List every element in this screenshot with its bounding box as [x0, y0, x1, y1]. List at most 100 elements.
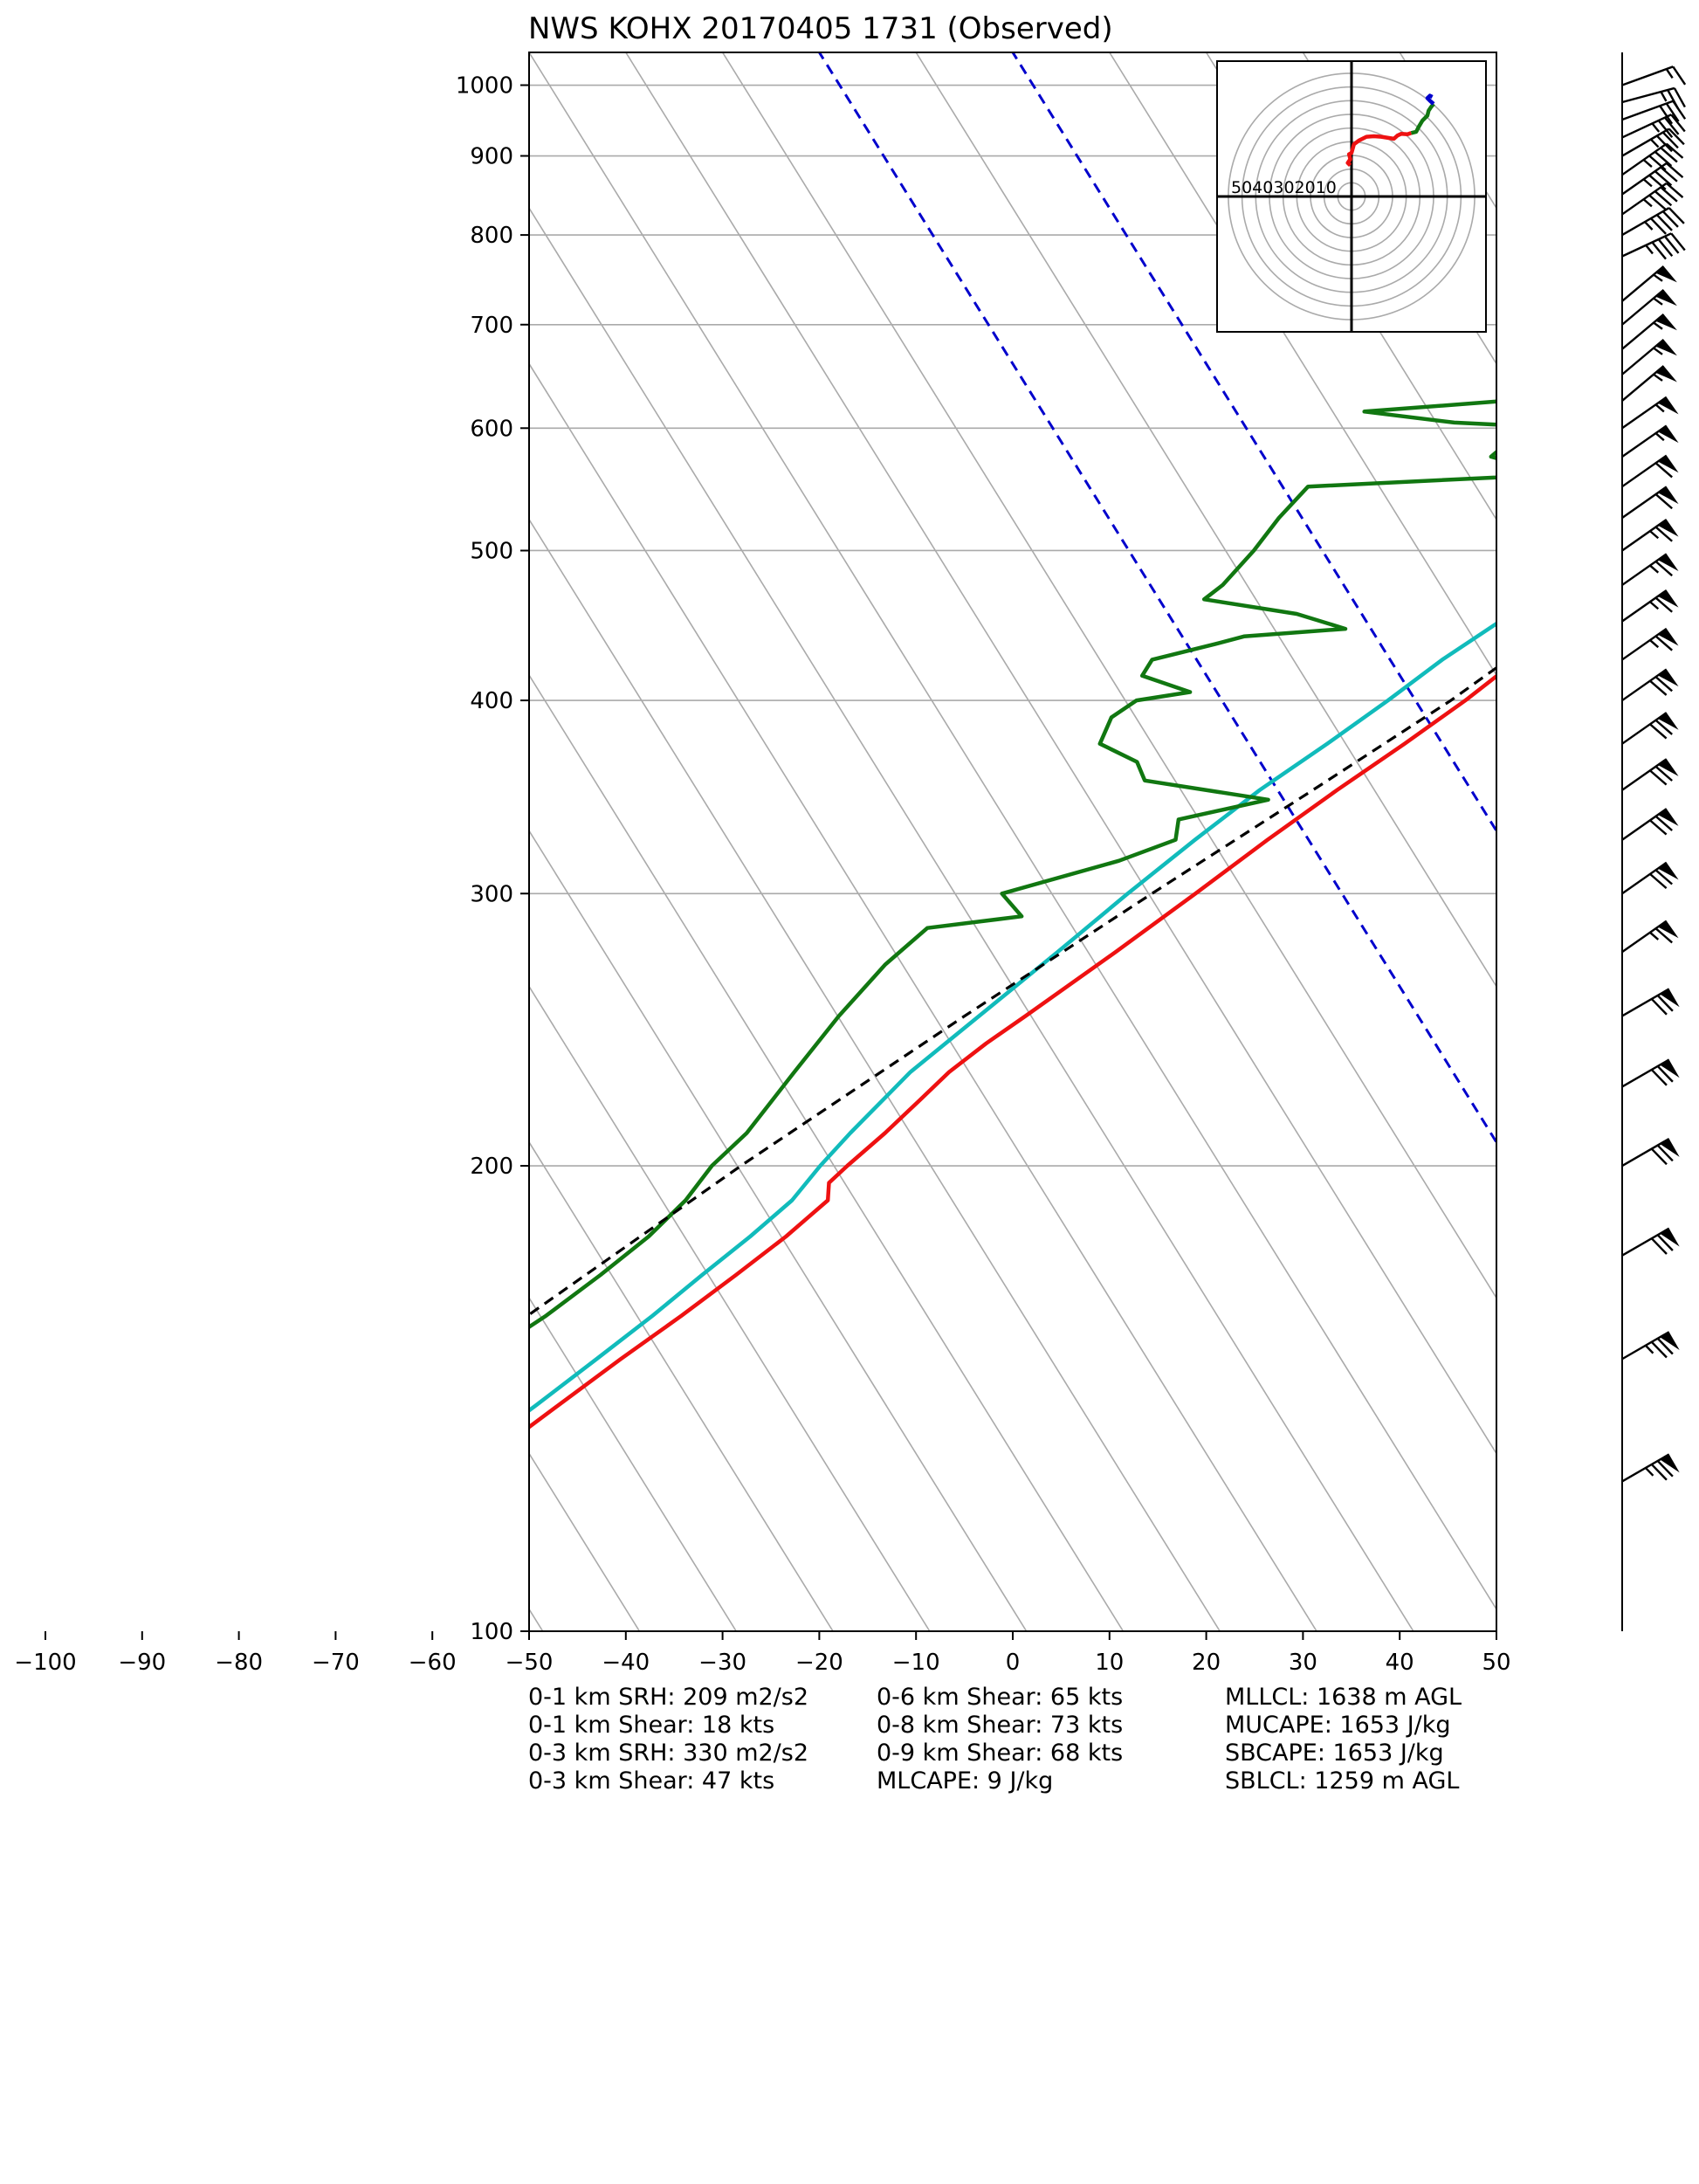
wind-barb: [1621, 589, 1679, 623]
chart-title: NWS KOHX 20170405 1731 (Observed): [528, 11, 1113, 46]
isotherm-gridline: [529, 362, 1317, 1631]
stats-column-cape-lcl: MLLCL: 1638 m AGL MUCAPE: 1653 J/kg SBCA…: [1225, 1684, 1462, 1795]
hodograph-trace-2: [1425, 93, 1435, 106]
stat-mllcl: MLLCL: 1638 m AGL: [1225, 1684, 1462, 1711]
x-tick-label: −30: [698, 1650, 746, 1676]
x-tick-label: −50: [506, 1650, 554, 1676]
wind-barb: [1621, 265, 1677, 302]
stats-column-shear: 0-1 km SRH: 209 m2/s2 0-1 km Shear: 18 k…: [528, 1684, 808, 1795]
hodograph-ring-labels: 5040302010: [1231, 178, 1337, 197]
wind-barb: [1621, 1453, 1680, 1483]
wind-barb: [1621, 142, 1684, 176]
stat-sbcape: SBCAPE: 1653 J/kg: [1225, 1740, 1444, 1767]
wind-barb: [1621, 1227, 1680, 1257]
wind-barb: [1621, 100, 1687, 125]
x-tick-label: 20: [1192, 1650, 1221, 1676]
wind-barb: [1621, 232, 1686, 260]
wind-barb: [1621, 338, 1677, 375]
y-tick-label: 100: [470, 1619, 513, 1645]
wind-barb: [1621, 114, 1686, 139]
isotherm-gridline: [529, 1608, 544, 1631]
isotherm-gridline: [529, 206, 1414, 1631]
isotherm-gridline: [625, 52, 1496, 1456]
isotherm-gridline: [529, 52, 1496, 1611]
x-tick-label: 50: [1482, 1650, 1510, 1676]
isotherm-gridline: [721, 52, 1496, 1299]
wind-barb: [1621, 627, 1679, 661]
wind-barb: [1621, 424, 1679, 458]
x-tick-label: −20: [795, 1650, 843, 1676]
x-tick-label: −80: [215, 1650, 263, 1676]
wind-barb: [1621, 182, 1684, 216]
stat-shear-0-8km: 0-8 km Shear: 73 kts: [877, 1712, 1124, 1739]
isotherm-gridline: [529, 985, 931, 1631]
wind-barb: [1621, 288, 1677, 326]
wind-barb: [1621, 127, 1685, 157]
x-tick-label: −70: [312, 1650, 360, 1676]
isotherm-gridline: [1496, 52, 1699, 1631]
isotherm-gridline: [529, 673, 1125, 1631]
wind-barb: [1621, 861, 1679, 895]
series-dewpoint: [529, 399, 1496, 1330]
wind-barb: [1621, 365, 1677, 402]
y-tick-label: 500: [470, 538, 513, 564]
isotherm-gridline: [529, 829, 1028, 1631]
y-tick-label: 400: [470, 688, 513, 714]
x-tick-label: 10: [1095, 1650, 1124, 1676]
wind-barb: [1621, 313, 1677, 350]
wind-barb: [1621, 668, 1679, 702]
hodograph-trace-1: [1410, 102, 1435, 135]
wind-barb: [1621, 758, 1679, 791]
wind-barb: [1621, 1137, 1680, 1168]
stat-shear-0-1km: 0-1 km Shear: 18 kts: [528, 1712, 775, 1739]
series-temperature: [529, 673, 1496, 1430]
wind-barb: [1621, 396, 1679, 430]
series-wetbulb: [529, 621, 1496, 1414]
stat-mucape: MUCAPE: 1653 J/kg: [1225, 1712, 1451, 1739]
stats-column-deep-shear: 0-6 km Shear: 65 kts 0-8 km Shear: 73 kt…: [877, 1684, 1123, 1795]
wind-barb: [1621, 207, 1685, 237]
wind-barb: [1621, 486, 1679, 519]
isotherm-gridline: [529, 1296, 737, 1631]
stat-sblcl: SBLCL: 1259 m AGL: [1225, 1767, 1460, 1795]
y-tick-label: 1000: [456, 73, 513, 100]
wind-barb: [1621, 454, 1679, 488]
wind-barb: [1621, 712, 1679, 745]
stat-shear-0-6km: 0-6 km Shear: 65 kts: [877, 1684, 1124, 1711]
hodograph-trace-0: [1345, 131, 1413, 167]
x-tick-label: 0: [1006, 1650, 1021, 1676]
wind-barb: [1621, 65, 1687, 86]
y-tick-label: 300: [470, 881, 513, 907]
stat-srh-0-3km: 0-3 km SRH: 330 m2/s2: [528, 1740, 809, 1767]
isotherm-gridline: [915, 52, 1496, 989]
x-tick-label: 30: [1289, 1650, 1317, 1676]
y-tick-label: 700: [470, 313, 513, 339]
wind-barb: [1621, 553, 1679, 586]
y-tick-label: 600: [470, 416, 513, 442]
isotherm-gridline: [529, 1140, 834, 1631]
stat-srh-0-1km: 0-1 km SRH: 209 m2/s2: [528, 1684, 809, 1711]
isotherm-gridline: [529, 518, 1221, 1631]
x-tick-label: −10: [892, 1650, 940, 1676]
x-tick-label: −100: [14, 1650, 76, 1676]
isotherm-gridline: [529, 1451, 641, 1631]
x-tick-label: 40: [1386, 1650, 1414, 1676]
stat-shear-0-9km: 0-9 km Shear: 68 kts: [877, 1740, 1124, 1767]
y-tick-label: 900: [470, 144, 513, 170]
y-tick-label: 200: [470, 1154, 513, 1180]
wind-barb: [1621, 920, 1679, 954]
wind-barb: [1621, 1331, 1680, 1361]
stat-shear-0-3km: 0-3 km Shear: 47 kts: [528, 1767, 775, 1795]
wind-barb: [1621, 1058, 1680, 1088]
y-tick-label: 800: [470, 223, 513, 249]
wind-barb: [1621, 988, 1680, 1017]
x-tick-label: −90: [118, 1650, 166, 1676]
x-tick-label: −60: [409, 1650, 457, 1676]
highlight-isotherm: [818, 52, 1496, 1145]
series-parcel: [529, 665, 1496, 1317]
wind-barb: [1621, 518, 1679, 552]
wind-barb: [1621, 808, 1679, 841]
stat-mlcape: MLCAPE: 9 J/kg: [877, 1767, 1054, 1795]
x-tick-label: −40: [602, 1650, 650, 1676]
